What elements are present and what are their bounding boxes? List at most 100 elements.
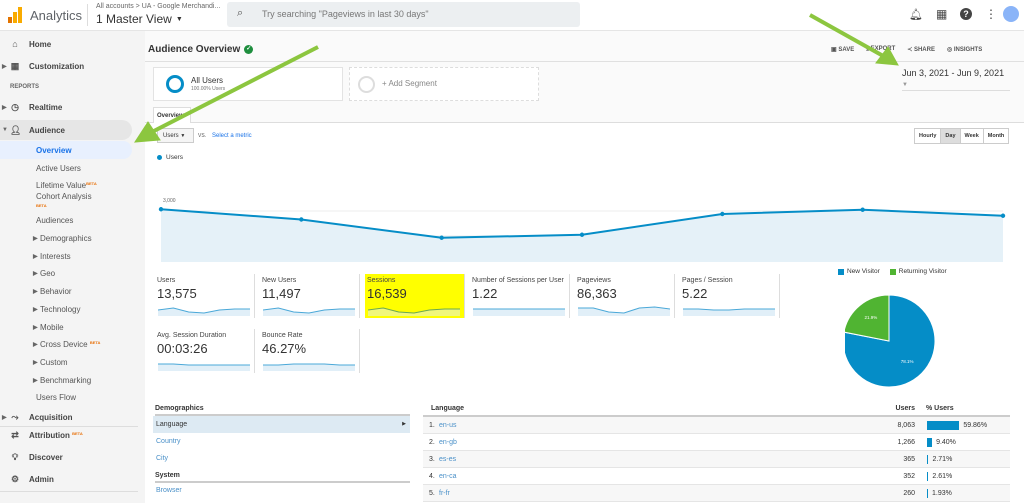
- sidebar-item-audiences[interactable]: Audiences: [0, 211, 140, 229]
- sidebar-item-admin[interactable]: ⚙ Admin: [0, 470, 140, 488]
- language-link[interactable]: en-us: [439, 422, 457, 429]
- sidebar-item-cohort-analysis[interactable]: Cohort Analysis BETA: [0, 192, 140, 212]
- sidebar-item-attribution[interactable]: ⇄ Attribution BETA: [0, 426, 140, 444]
- avatar[interactable]: [1003, 6, 1019, 22]
- sidebar-item-audience[interactable]: ▼ 👤︎ Audience: [0, 120, 132, 140]
- table-row: 5. fr-fr 260 1.93%: [423, 485, 1010, 502]
- sidebar-item-lifetime-value[interactable]: Lifetime ValueBETA: [0, 176, 140, 194]
- search-input[interactable]: Try searching "Pageviews in last 30 days…: [262, 9, 429, 19]
- label: Demographics: [40, 233, 92, 243]
- legend-swatch-icon: [838, 268, 844, 275]
- search-box[interactable]: ⌕ Try searching "Pageviews in last 30 da…: [227, 2, 580, 27]
- pie-slice-returning-visitor[interactable]: [845, 294, 890, 342]
- save-button[interactable]: ▣ SAVE: [831, 47, 855, 53]
- share-button[interactable]: ≺ SHARE: [907, 47, 935, 53]
- demographics-item-city[interactable]: City: [153, 450, 410, 467]
- breadcrumb[interactable]: All accounts > UA - Google Merchandi...: [96, 3, 221, 10]
- granularity-hourly-button[interactable]: Hourly: [915, 129, 941, 143]
- label: Language: [156, 421, 188, 428]
- add-segment-button[interactable]: + Add Segment: [349, 67, 539, 101]
- sidebar-item-active-users[interactable]: Active Users: [0, 159, 140, 177]
- metric-label: Bounce Rate: [262, 332, 303, 339]
- pie-legend-item[interactable]: Returning Visitor: [889, 268, 947, 275]
- granularity-day-button[interactable]: Day: [940, 129, 960, 143]
- pie-legend-item[interactable]: New Visitor: [838, 268, 880, 275]
- help-icon[interactable]: ?: [960, 8, 972, 20]
- sidebar-item-behavior[interactable]: ▶ Behavior: [0, 282, 140, 300]
- more-vert-icon[interactable]: ⋮: [985, 7, 997, 21]
- sidebar-item-acquisition[interactable]: ▶ ⤳ Acquisition: [0, 408, 140, 426]
- data-point-jun-3[interactable]: [158, 207, 164, 212]
- insights-button[interactable]: ◎ INSIGHTS: [946, 47, 983, 53]
- label: Attribution: [29, 430, 70, 440]
- label: EXPORT: [870, 46, 896, 52]
- export-button[interactable]: ⤓ EXPORT: [866, 46, 896, 52]
- sidebar-item-custom[interactable]: ▶ Custom: [0, 353, 140, 371]
- metric-bounce-rate[interactable]: Bounce Rate 46.27%: [260, 329, 360, 373]
- metric-avg-session-duration[interactable]: Avg. Session Duration 00:03:26: [155, 329, 255, 373]
- data-point-jun-9[interactable]: [1000, 213, 1006, 218]
- granularity-week-button[interactable]: Week: [959, 129, 983, 143]
- language-link[interactable]: en-ca: [439, 473, 457, 480]
- visitor-pie-chart[interactable]: 78.1% 21.9%: [845, 291, 935, 391]
- segment-all-users[interactable]: All Users 100.00% Users: [153, 67, 343, 101]
- system-item-browser[interactable]: Browser: [156, 487, 182, 494]
- caret-right-icon: ▶: [2, 63, 7, 70]
- data-point-jun-5[interactable]: [439, 235, 444, 240]
- granularity-month-button[interactable]: Month: [982, 129, 1009, 143]
- notifications-bell-icon[interactable]: 🔔︎: [909, 9, 923, 21]
- apps-grid-icon[interactable]: ▦: [936, 7, 948, 21]
- lightbulb-icon: 💡︎: [11, 451, 19, 462]
- date-range-picker[interactable]: Jun 3, 2021 - Jun 9, 2021 ▼: [902, 68, 1010, 91]
- metric-label: Number of Sessions per User: [472, 277, 564, 284]
- label: Benchmarking: [40, 375, 92, 385]
- metric-sessions[interactable]: Sessions 16,539: [365, 274, 465, 318]
- label: Cohort Analysis: [36, 192, 92, 201]
- metric-select[interactable]: Users ▼: [157, 128, 194, 143]
- label: SHARE: [913, 47, 935, 53]
- sidebar-item-home[interactable]: ⌂ Home: [0, 35, 140, 53]
- percent-value: 59.86%: [963, 422, 988, 429]
- language-link[interactable]: es-es: [439, 456, 457, 463]
- sidebar-item-overview[interactable]: Overview: [0, 141, 132, 159]
- sidebar-item-customization[interactable]: ▶ ▦ Customization: [0, 57, 140, 75]
- sidebar-item-cross-device[interactable]: ▶ Cross Device BETA: [0, 335, 140, 353]
- sidebar-item-geo[interactable]: ▶ Geo: [0, 264, 140, 282]
- label: Discover: [29, 452, 63, 462]
- metric-pageviews[interactable]: Pageviews 86,363: [575, 274, 675, 318]
- sidebar-item-users-flow[interactable]: Users Flow: [0, 388, 140, 406]
- metric-number-of-sessions-per-user[interactable]: Number of Sessions per User 1.22: [470, 274, 570, 318]
- sparkline: [368, 307, 460, 316]
- label: Mobile: [40, 322, 64, 332]
- label: Overview: [157, 113, 184, 119]
- data-point-jun-6[interactable]: [579, 232, 585, 237]
- users-line-chart[interactable]: 3,0002,0001,000Jun 4Jun 5Jun 6Jun 7Jun 8…: [145, 162, 1024, 262]
- caret-right-icon: ▶: [2, 414, 7, 421]
- label: Country: [156, 438, 181, 445]
- data-point-jun-4[interactable]: [299, 217, 304, 222]
- demographics-item-language[interactable]: Language ▶: [153, 416, 410, 433]
- sidebar-item-mobile[interactable]: ▶ Mobile: [0, 318, 140, 336]
- percent-bar: [927, 472, 929, 481]
- metric-users[interactable]: Users 13,575: [155, 274, 255, 318]
- table-row: 1. en-us 8,063 59.86%: [423, 417, 1010, 434]
- sidebar-item-interests[interactable]: ▶ Interests: [0, 247, 140, 265]
- tab-overview[interactable]: Overview: [153, 107, 191, 123]
- sidebar-item-technology[interactable]: ▶ Technology: [0, 300, 140, 318]
- data-point-jun-8[interactable]: [860, 207, 865, 212]
- language-link[interactable]: en-gb: [439, 439, 457, 446]
- sparkline: [263, 307, 355, 316]
- select-metric-link[interactable]: Select a metric: [212, 133, 252, 139]
- sidebar-item-discover[interactable]: 💡︎ Discover: [0, 448, 140, 466]
- sidebar-item-demographics[interactable]: ▶ Demographics: [0, 229, 140, 247]
- data-point-jun-7[interactable]: [720, 211, 725, 217]
- sidebar-item-realtime[interactable]: ▶ ◷ Realtime: [0, 98, 140, 116]
- pie-slice-new-visitor[interactable]: [845, 294, 935, 388]
- view-selector[interactable]: 1 Master View ▼: [96, 12, 183, 26]
- metric-pages-session[interactable]: Pages / Session 5.22: [680, 274, 780, 318]
- metric-new-users[interactable]: New Users 11,497: [260, 274, 360, 318]
- sidebar-item-benchmarking[interactable]: ▶ Benchmarking: [0, 371, 140, 389]
- demographics-item-country[interactable]: Country: [153, 433, 410, 450]
- language-link[interactable]: fr-fr: [439, 490, 450, 497]
- caret-right-icon: ▶: [33, 306, 38, 313]
